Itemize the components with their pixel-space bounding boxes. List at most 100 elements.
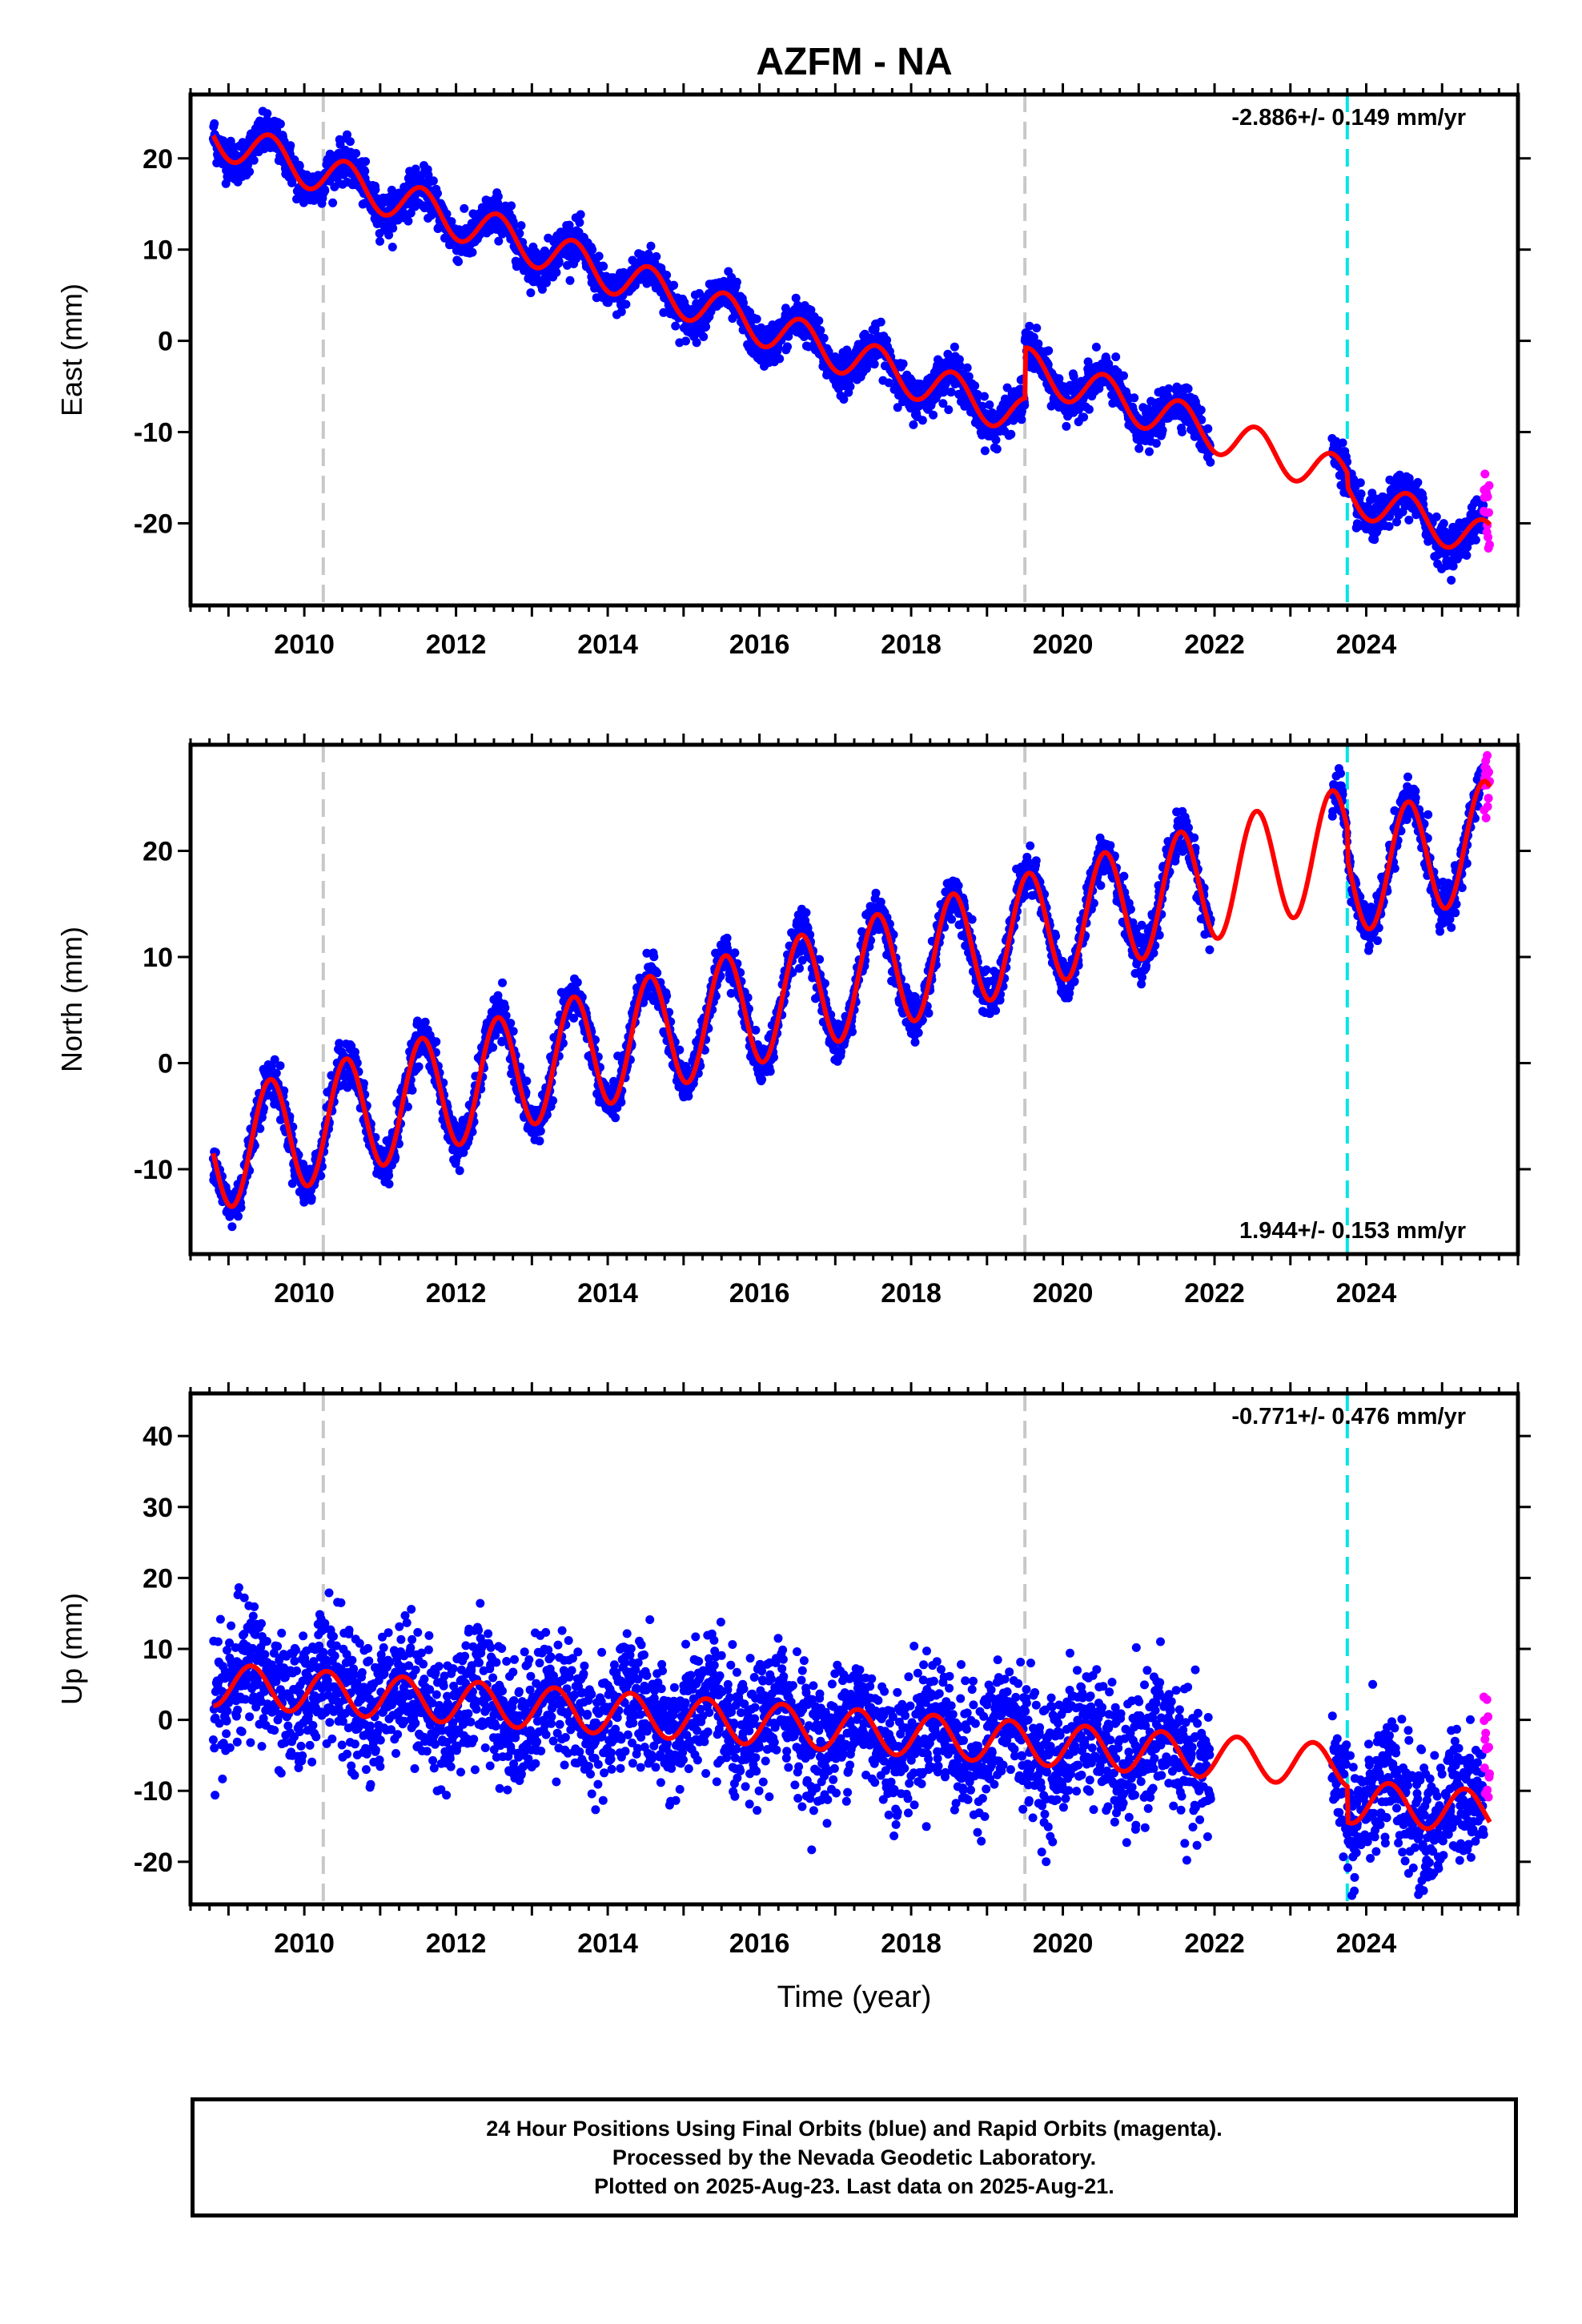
data-point	[1177, 427, 1186, 436]
data-point	[360, 167, 370, 176]
velocity-label: -2.886+/- 0.149 mm/yr	[1231, 105, 1466, 131]
data-point	[576, 210, 585, 219]
rapid-orbit-points	[1479, 469, 1494, 553]
data-point	[227, 1222, 237, 1232]
data-point	[1431, 512, 1441, 521]
data-point	[992, 444, 1002, 454]
data-point	[909, 420, 918, 429]
data-point	[1111, 352, 1121, 362]
rapid-point	[1483, 492, 1492, 501]
data-point	[1032, 324, 1042, 333]
data-point	[384, 1180, 394, 1188]
data-point	[335, 139, 345, 149]
data-point	[1462, 551, 1472, 560]
data-point	[572, 978, 582, 987]
data-point	[662, 271, 672, 279]
data-point	[404, 216, 413, 226]
final-orbit-points	[208, 762, 1488, 1232]
data-point	[1447, 576, 1456, 585]
data-point	[408, 1085, 417, 1095]
x-tick-label: 2022	[1184, 629, 1245, 660]
data-point	[371, 185, 380, 195]
data-point	[675, 1045, 685, 1055]
data-point	[816, 326, 825, 335]
x-tick-label: 2024	[1336, 629, 1397, 660]
data-point	[493, 191, 503, 201]
data-point	[328, 198, 338, 207]
data-point	[876, 317, 885, 327]
data-point	[1164, 384, 1174, 393]
data-point	[1006, 429, 1016, 439]
data-point	[552, 267, 561, 277]
data-point	[991, 435, 1001, 444]
data-point	[428, 176, 438, 186]
data-point	[275, 119, 285, 129]
data-point	[454, 257, 463, 267]
data-point	[384, 1171, 394, 1180]
data-point	[1356, 489, 1366, 499]
data-point	[970, 381, 980, 391]
plot-area	[208, 94, 1494, 605]
y-tick-label: -10	[134, 418, 173, 448]
data-point	[424, 170, 433, 179]
data-point	[433, 189, 442, 198]
data-point	[432, 1037, 441, 1047]
data-point	[387, 185, 396, 195]
data-point	[488, 1043, 498, 1052]
data-point	[210, 119, 219, 128]
data-point	[1183, 384, 1193, 393]
data-point	[669, 280, 679, 290]
data-point	[752, 314, 761, 324]
data-point	[442, 209, 452, 219]
data-point	[732, 277, 741, 287]
data-point	[375, 236, 384, 246]
data-point	[1471, 535, 1480, 545]
data-point	[599, 262, 608, 271]
data-point	[384, 231, 394, 239]
x-tick-label: 2012	[426, 629, 487, 660]
data-point	[307, 1193, 316, 1203]
data-point	[681, 336, 690, 346]
data-point	[898, 359, 908, 368]
y-tick-label: 20	[143, 144, 173, 175]
data-point	[565, 275, 575, 285]
data-point	[245, 167, 255, 176]
x-tick-label: 2018	[881, 629, 942, 660]
y-tick-label: -20	[134, 509, 173, 539]
data-point	[652, 251, 661, 261]
data-point	[275, 1061, 285, 1071]
data-point	[1439, 519, 1448, 529]
panel-north: 2010 2012 2014 2016 2018 2020 2022 2024-1001020…	[55, 734, 1531, 1309]
chart-title: AZFM - NA	[756, 41, 952, 83]
data-point	[387, 243, 397, 251]
data-point	[575, 218, 584, 227]
data-point	[819, 333, 829, 343]
data-point	[775, 354, 785, 364]
data-point	[1134, 444, 1144, 453]
data-point	[406, 208, 416, 218]
data-point	[646, 241, 656, 251]
data-point	[783, 342, 792, 352]
data-point	[814, 316, 824, 325]
y-tick-label: 0	[158, 327, 173, 357]
rapid-point	[1484, 508, 1493, 517]
data-point	[1413, 477, 1423, 487]
data-point	[554, 257, 564, 267]
data-point	[494, 236, 504, 246]
x-tick-label: 2014	[577, 629, 638, 660]
data-point	[684, 1092, 693, 1101]
data-point	[950, 342, 959, 352]
data-point	[388, 223, 398, 233]
data-point	[980, 446, 990, 456]
data-point	[644, 249, 653, 259]
data-point	[320, 186, 330, 195]
data-point	[500, 1003, 510, 1012]
data-point	[516, 221, 526, 231]
data-point	[594, 251, 604, 261]
data-point	[420, 1017, 430, 1027]
data-point	[929, 410, 938, 420]
x-tick-label: 2010	[274, 629, 335, 660]
data-point	[1130, 393, 1139, 403]
data-point	[351, 149, 361, 158]
